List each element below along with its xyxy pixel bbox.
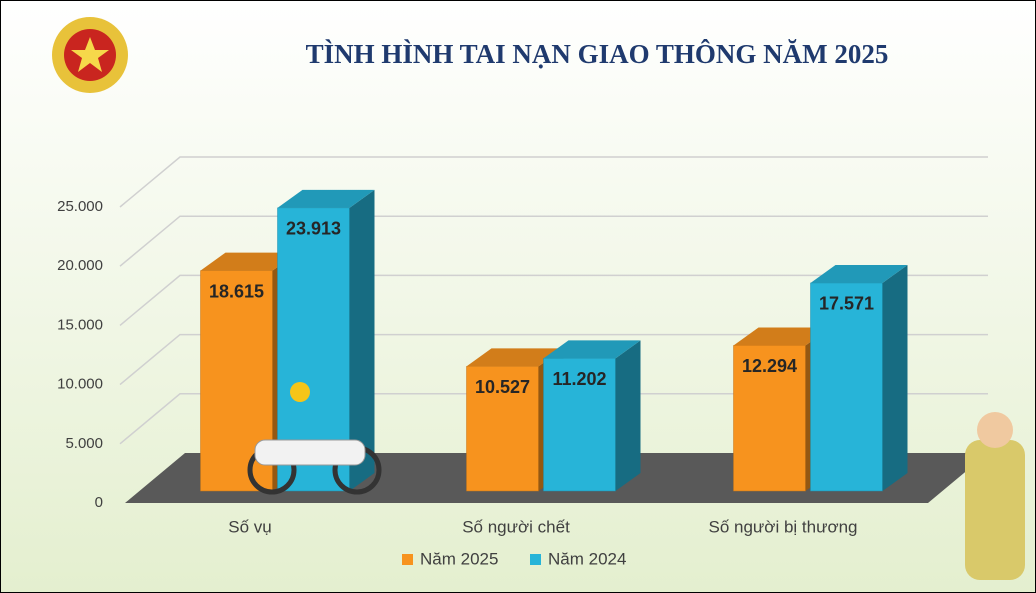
grid-line xyxy=(119,156,988,208)
emblem xyxy=(52,17,128,93)
x-tick-label: Số người chết xyxy=(462,517,570,536)
value-label: 12.294 xyxy=(742,356,797,376)
value-label: 17.571 xyxy=(819,294,874,314)
grid-line xyxy=(119,393,988,445)
y-tick-label: 20.000 xyxy=(57,257,103,274)
legend-label: Năm 2024 xyxy=(548,549,626,568)
bar xyxy=(543,358,616,492)
decoration xyxy=(254,439,366,466)
bar-top xyxy=(543,340,641,359)
y-tick-label: 25.000 xyxy=(57,198,103,215)
value-label: 23.913 xyxy=(286,219,341,239)
grid-line xyxy=(119,333,988,386)
y-tick-label: 15.000 xyxy=(57,316,103,333)
bar-side xyxy=(349,189,375,491)
grid-line xyxy=(119,274,988,326)
value-label: 18.615 xyxy=(209,281,264,301)
bar-top xyxy=(200,252,298,271)
bar-side xyxy=(615,340,641,491)
bar xyxy=(733,345,806,492)
bar-top xyxy=(466,348,564,367)
decoration xyxy=(977,412,1013,448)
chart-title: TÌNH HÌNH TAI NẠN GIAO THÔNG NĂM 2025 xyxy=(306,39,889,69)
legend-swatch xyxy=(530,554,541,565)
grid-line xyxy=(119,215,988,267)
legend-swatch xyxy=(402,554,413,565)
bar xyxy=(466,366,539,492)
x-tick-label: Số người bị thương xyxy=(708,517,857,536)
y-tick-label: 5.000 xyxy=(65,435,103,452)
x-tick-label: Số vụ xyxy=(228,517,271,536)
decoration xyxy=(965,440,1025,580)
legend-label: Năm 2025 xyxy=(420,549,498,568)
y-tick-label: 0 xyxy=(95,494,103,511)
y-tick-label: 10.000 xyxy=(57,376,103,393)
bar-side xyxy=(882,264,908,491)
value-label: 11.202 xyxy=(552,369,606,389)
bar-top xyxy=(277,189,375,208)
bar xyxy=(810,282,883,492)
decoration xyxy=(290,382,310,402)
bar-top xyxy=(810,264,908,283)
value-label: 10.527 xyxy=(475,377,530,397)
bar-top xyxy=(733,327,831,346)
